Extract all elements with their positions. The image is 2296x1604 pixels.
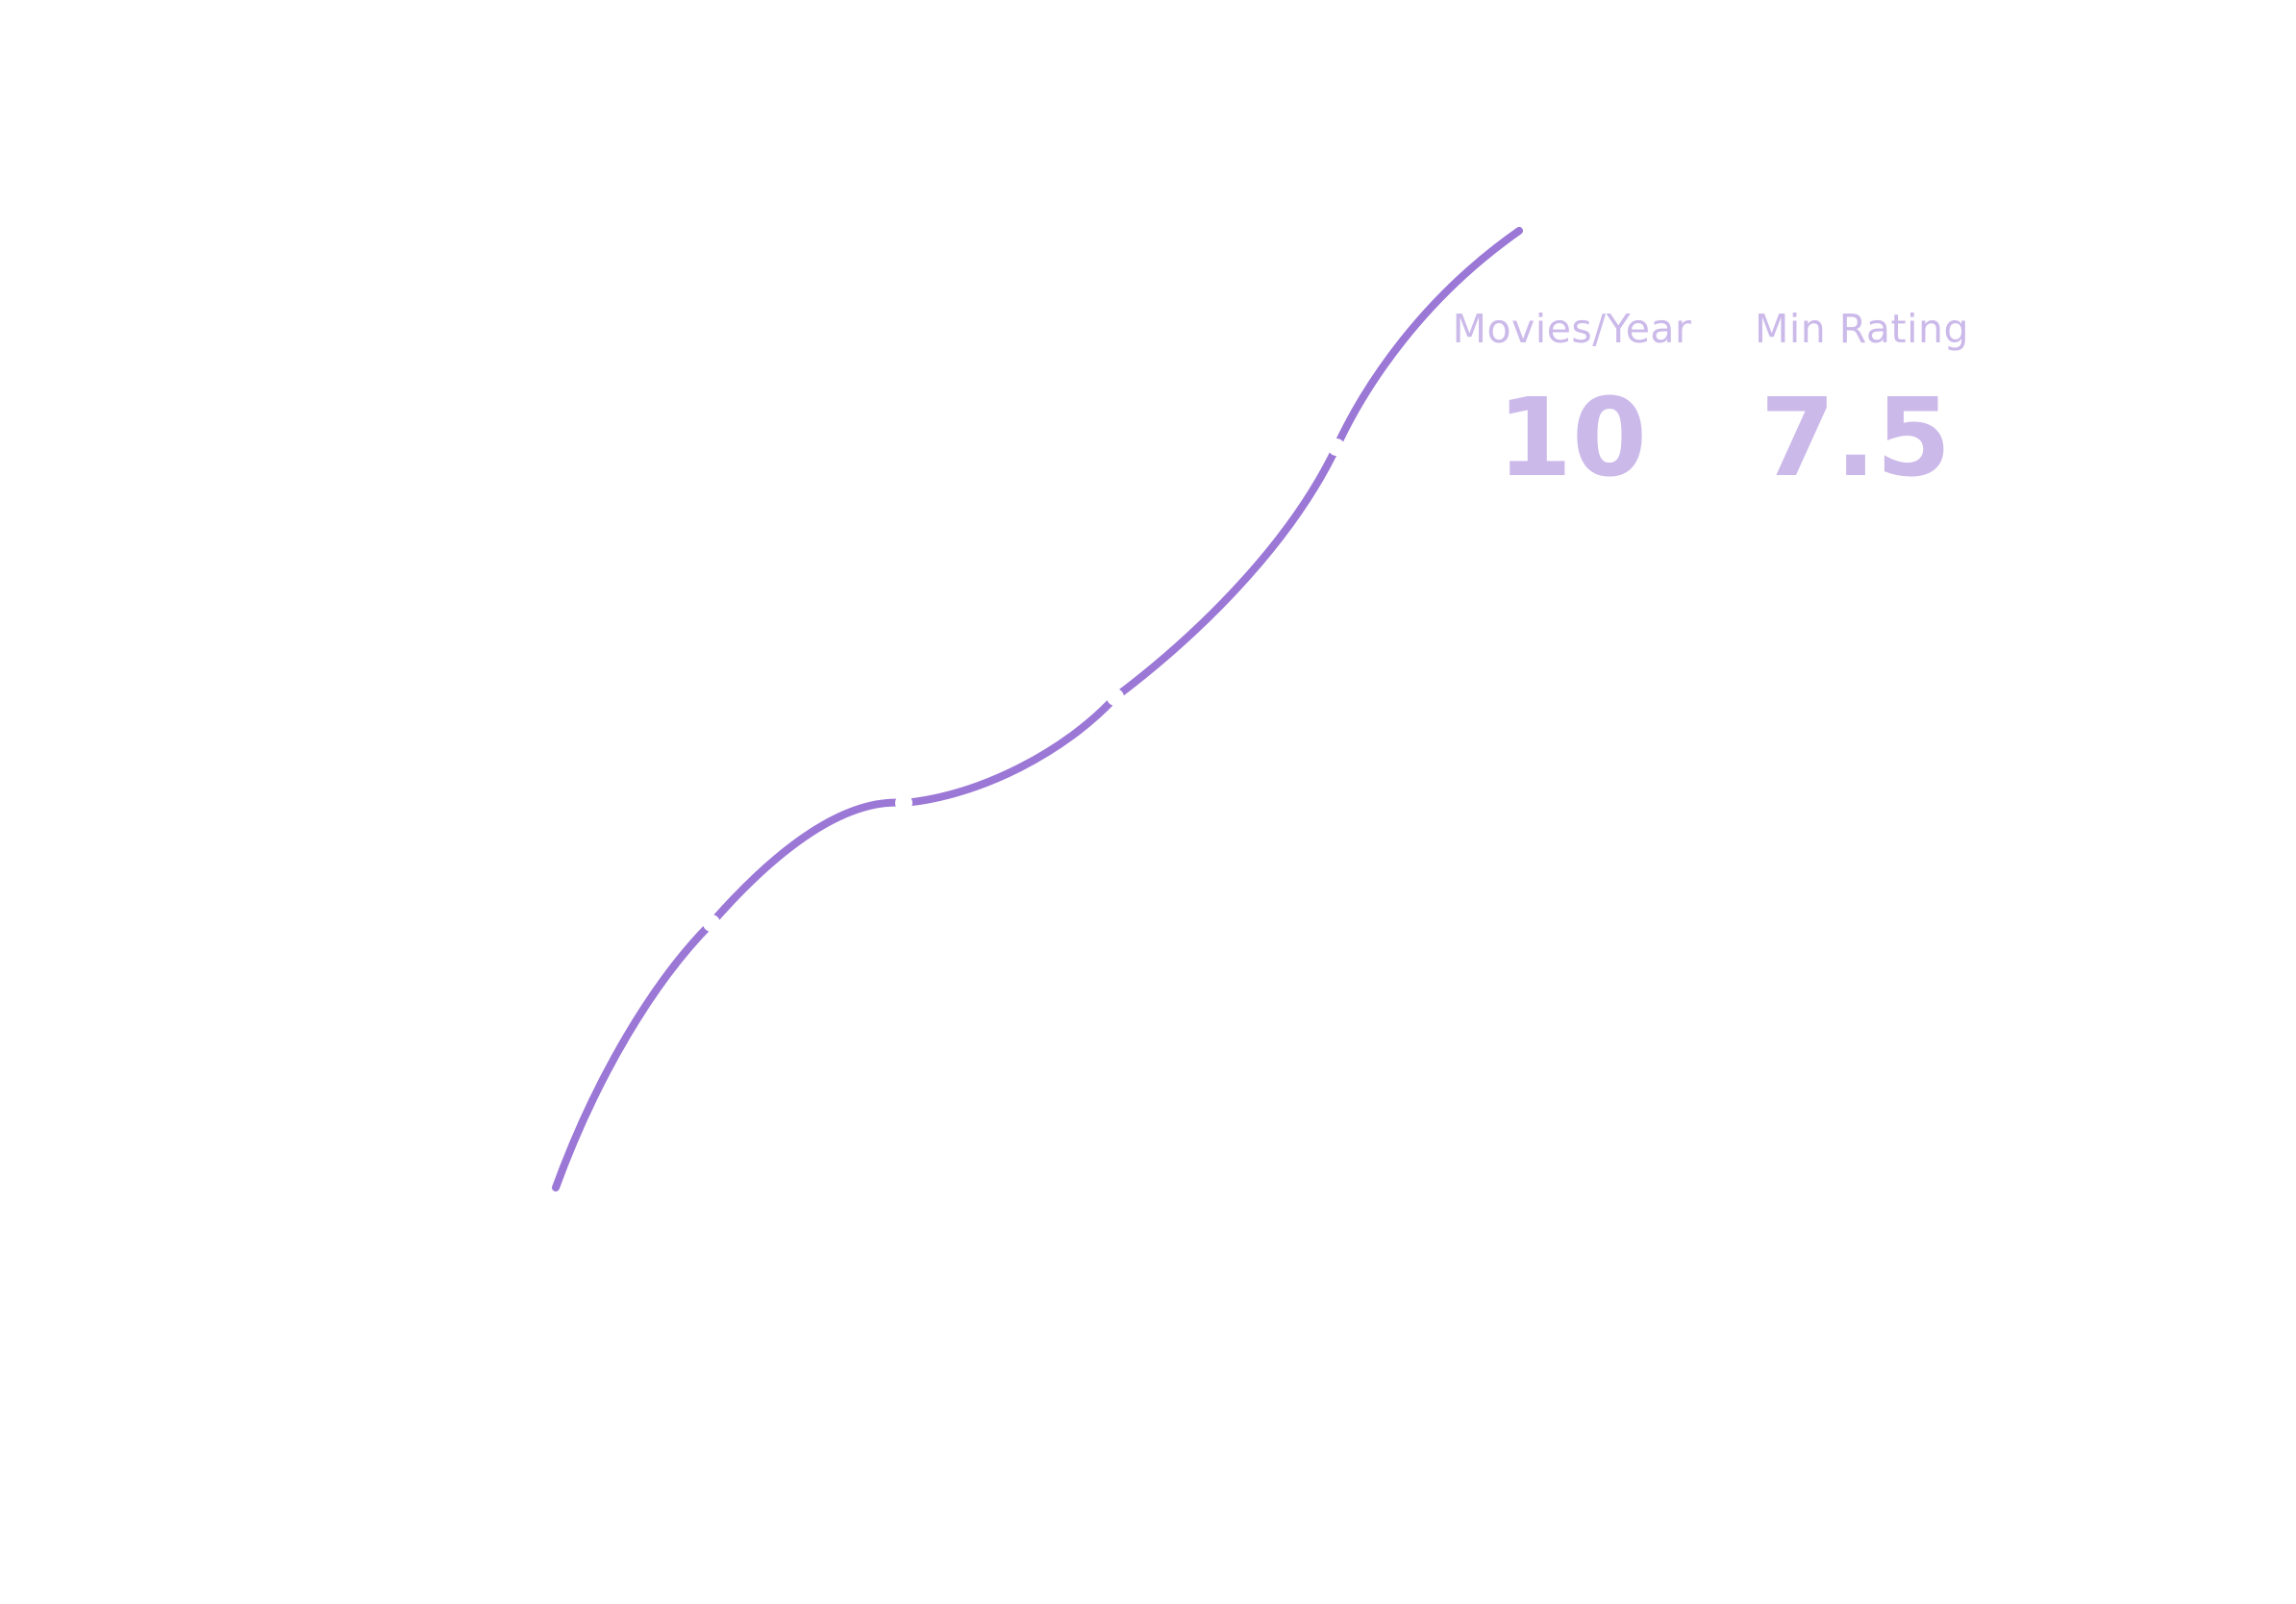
curve-node-2 — [895, 794, 912, 812]
movies-per-year-stat: Movies/Year 10 — [1447, 306, 1697, 492]
min-rating-label: Min Rating — [1755, 306, 1969, 352]
movies-per-year-value: 10 — [1497, 376, 1647, 501]
curve-line — [552, 227, 1523, 1191]
curve-node-4 — [1328, 439, 1345, 456]
movies-per-year-label: Movies/Year — [1452, 306, 1692, 352]
min-rating-value: 7.5 — [1759, 376, 1952, 501]
curve-node-1 — [703, 915, 720, 932]
min-rating-stat: Min Rating 7.5 — [1755, 306, 1969, 501]
curve-node-3 — [1107, 689, 1124, 706]
